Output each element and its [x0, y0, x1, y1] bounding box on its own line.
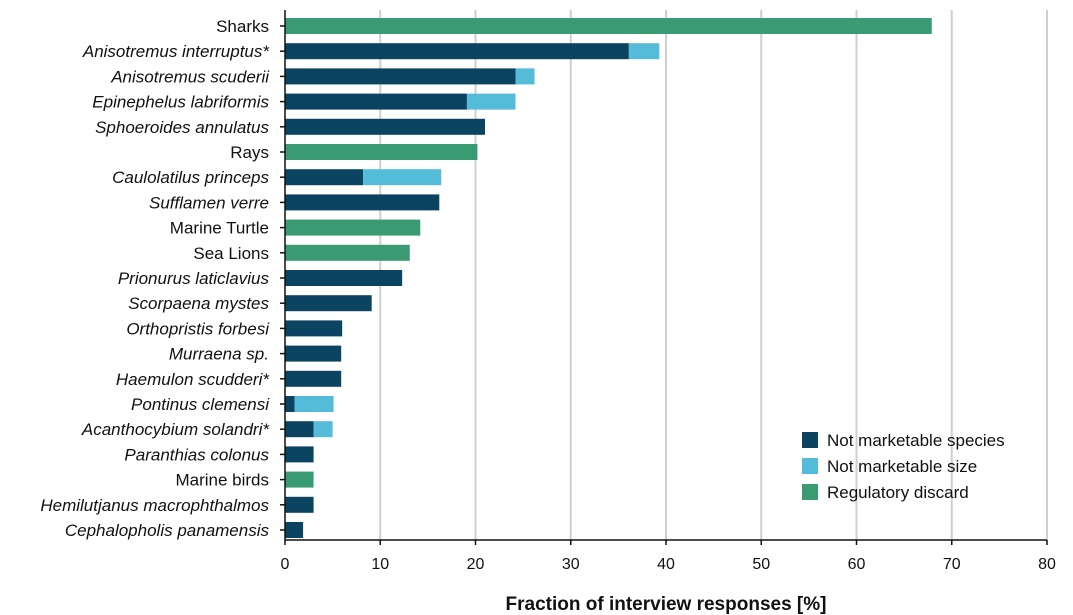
category-label: Sea Lions	[193, 244, 269, 263]
legend-label-1: Not marketable species	[827, 431, 1005, 450]
category-label: Paranthias colonus	[124, 445, 269, 464]
bar-9-series-3	[285, 219, 421, 236]
bar-4-series-1	[285, 93, 467, 110]
bar-20-series-1	[285, 496, 314, 513]
category-label: Epinephelus labriformis	[92, 93, 269, 112]
x-tick-label: 60	[848, 556, 866, 573]
bar-11-series-1	[285, 270, 403, 286]
legend-swatch-2	[802, 458, 818, 474]
category-label: Rays	[230, 143, 269, 162]
x-tick-label: 20	[467, 556, 485, 573]
bar-15-series-1	[285, 370, 342, 387]
bar-19-series-3	[285, 471, 314, 488]
legend-label-3: Regulatory discard	[827, 483, 969, 502]
bar-13-series-1	[285, 320, 343, 337]
bar-5-series-1	[285, 118, 486, 135]
category-label: Hemilutjanus macrophthalmos	[40, 496, 269, 515]
x-tick-labels: 0 10 20 30 40 50 60 70 80	[281, 556, 1056, 573]
category-label: Anisotremus scuderii	[110, 67, 270, 86]
bar-1-series-3	[285, 18, 932, 34]
legend: Not marketable species Not marketable siz…	[802, 431, 1005, 502]
bar-17-series-1	[285, 421, 314, 438]
x-tick-label: 10	[371, 556, 389, 573]
x-tick-label: 70	[943, 556, 961, 573]
category-label: Acanthocybium solandri*	[81, 420, 270, 439]
x-tick-label: 80	[1038, 556, 1056, 573]
x-tick-label: 40	[657, 556, 675, 573]
category-label: Scorpaena mystes	[128, 294, 269, 313]
category-label: Prionurus laticlavius	[118, 269, 270, 288]
bar-6-series-3	[285, 144, 478, 160]
axes	[280, 10, 1048, 545]
bar-21-series-1	[285, 522, 304, 538]
bar-4-series-2	[466, 93, 516, 110]
category-label: Orthopristis forbesi	[126, 319, 270, 338]
category-label: Sphoeroides annulatus	[95, 118, 269, 137]
x-tick-label: 50	[752, 556, 770, 573]
legend-swatch-3	[802, 484, 818, 500]
bar-3-series-2	[515, 68, 535, 85]
category-labels: Sharks Anisotremus interruptus* Anisotremu…	[40, 17, 270, 540]
category-label: Sufflamen verre	[149, 193, 269, 212]
bar-7-series-2	[363, 169, 442, 186]
bar-18-series-1	[285, 446, 314, 463]
category-label: Marine birds	[175, 471, 269, 490]
category-label: Sharks	[216, 17, 269, 36]
category-label: Murraena sp.	[169, 345, 269, 364]
x-tick-label: 0	[281, 556, 290, 573]
bar-16-series-1	[285, 396, 295, 412]
category-label: Haemulon scudderi*	[116, 370, 270, 389]
x-axis-label: Fraction of interview responses [%]	[506, 594, 827, 615]
bar-8-series-1	[285, 194, 440, 211]
legend-label-2: Not marketable size	[827, 457, 977, 476]
bar-12-series-1	[285, 295, 372, 312]
category-label: Anisotremus interruptus*	[82, 42, 271, 61]
bar-7-series-1	[285, 169, 364, 186]
bar-2-series-2	[628, 43, 660, 60]
x-tick-label: 30	[562, 556, 580, 573]
bar-3-series-1	[285, 68, 516, 85]
category-label: Pontinus clemensi	[131, 395, 270, 414]
category-label: Cephalopholis panamensis	[65, 521, 270, 540]
bars	[285, 18, 932, 538]
legend-swatch-1	[802, 432, 818, 448]
bar-2-series-1	[285, 43, 629, 60]
category-label: Caulolatilus princeps	[112, 168, 269, 187]
bar-10-series-3	[285, 244, 410, 261]
bar-14-series-1	[285, 345, 342, 362]
bar-17-series-2	[313, 421, 333, 438]
category-label: Marine Turtle	[170, 219, 269, 238]
bar-16-series-2	[294, 396, 334, 412]
